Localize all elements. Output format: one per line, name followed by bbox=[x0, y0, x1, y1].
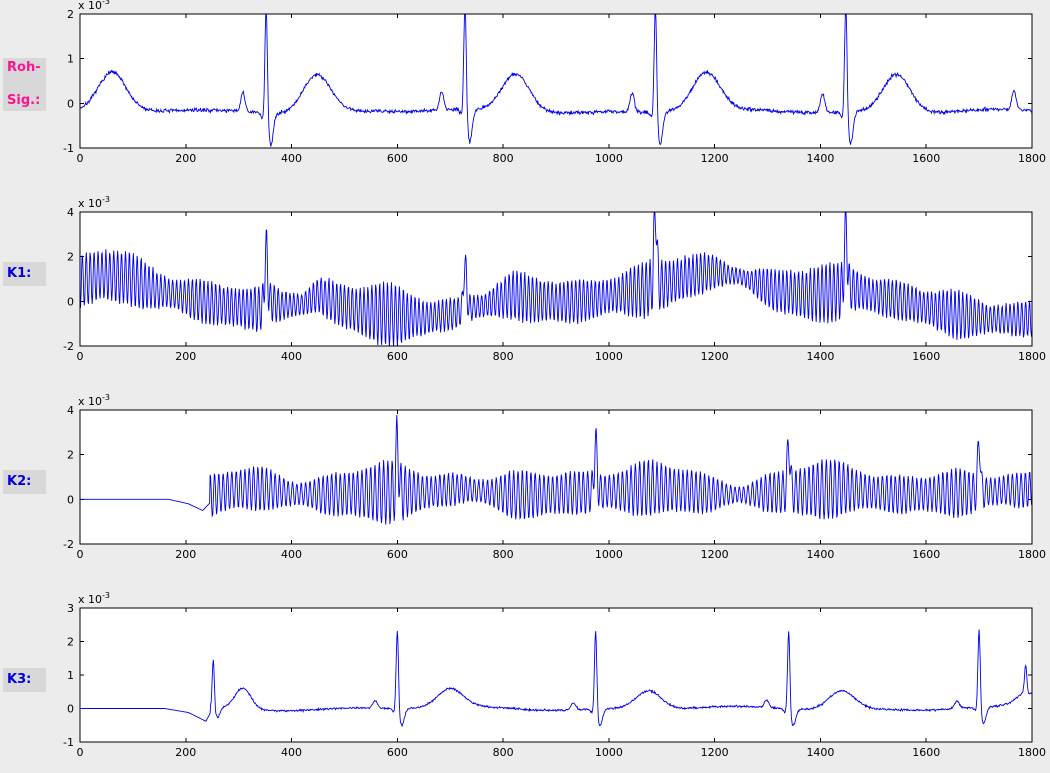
y-axis-exponent: x 10-3 bbox=[78, 393, 110, 408]
x-tick-label: 1600 bbox=[912, 548, 940, 561]
y-tick-label: 0 bbox=[67, 295, 74, 308]
x-tick-label: 600 bbox=[387, 746, 408, 759]
signal-trace-k2 bbox=[80, 414, 1032, 525]
x-tick-label: 1000 bbox=[595, 350, 623, 363]
x-tick-label: 600 bbox=[387, 350, 408, 363]
x-tick-label: 1000 bbox=[595, 548, 623, 561]
x-tick-label: 1200 bbox=[701, 548, 729, 561]
y-tick-label: 0 bbox=[67, 493, 74, 506]
y-tick-label: -1 bbox=[63, 142, 74, 155]
x-tick-label: 1000 bbox=[595, 152, 623, 165]
plot-rohsig: 0 200 400 600 800 1000 1200 1400 1600 1800-1012x … bbox=[63, 0, 1046, 165]
x-tick-label: 1600 bbox=[912, 746, 940, 759]
x-tick-label: 400 bbox=[281, 746, 302, 759]
axes-background bbox=[80, 608, 1032, 742]
x-tick-label: 400 bbox=[281, 350, 302, 363]
x-tick-label: 600 bbox=[387, 152, 408, 165]
x-tick-label: 800 bbox=[493, 746, 514, 759]
plot-k3: 0 200 400 600 800 1000 1200 1400 1600 1800-10123x… bbox=[63, 591, 1046, 759]
x-tick-label: 1400 bbox=[806, 152, 834, 165]
x-tick-label: 200 bbox=[175, 152, 196, 165]
x-tick-label: 1800 bbox=[1018, 548, 1046, 561]
axes-frame bbox=[79, 211, 1033, 347]
x-tick-label: 0 bbox=[77, 548, 84, 561]
y-tick-label: 2 bbox=[67, 636, 74, 649]
x-tick-label: 1600 bbox=[912, 152, 940, 165]
y-tick-label: 4 bbox=[67, 206, 74, 219]
x-tick-label: 1400 bbox=[806, 746, 834, 759]
y-tick-label: 1 bbox=[67, 669, 74, 682]
signal-trace-rohsig bbox=[80, 14, 1032, 147]
x-tick-label: 200 bbox=[175, 350, 196, 363]
x-tick-label: 0 bbox=[77, 350, 84, 363]
axes-background bbox=[80, 410, 1032, 544]
x-tick-label: 1200 bbox=[701, 152, 729, 165]
y-tick-label: 2 bbox=[67, 449, 74, 462]
y-axis-exponent: x 10-3 bbox=[78, 591, 110, 606]
y-tick-label: 0 bbox=[67, 703, 74, 716]
signal-label-line: Roh- bbox=[7, 60, 41, 75]
x-tick-label: 800 bbox=[493, 548, 514, 561]
y-tick-label: 0 bbox=[67, 97, 74, 110]
signal-label-line: K3: bbox=[7, 672, 32, 687]
x-tick-label: 1800 bbox=[1018, 152, 1046, 165]
y-axis-exponent: x 10-3 bbox=[78, 0, 110, 12]
signal-label-line: Sig.: bbox=[7, 93, 41, 108]
x-tick-label: 400 bbox=[281, 548, 302, 561]
y-tick-label: 3 bbox=[67, 602, 74, 615]
signal-label-rohsig: Roh- Sig.: bbox=[3, 58, 46, 111]
axes-background bbox=[80, 212, 1032, 346]
x-tick-label: 200 bbox=[175, 548, 196, 561]
x-tick-label: 1200 bbox=[701, 350, 729, 363]
x-tick-label: 1800 bbox=[1018, 746, 1046, 759]
x-tick-label: 1200 bbox=[701, 746, 729, 759]
signal-label-k2: K2: bbox=[3, 470, 46, 494]
plot-k1: 0 200 400 600 800 1000 1200 1400 1600 1800-2024x … bbox=[63, 195, 1046, 363]
signal-trace-k1 bbox=[80, 212, 1032, 346]
y-tick-label: 4 bbox=[67, 404, 74, 417]
axes-background bbox=[80, 14, 1032, 148]
x-tick-label: 200 bbox=[175, 746, 196, 759]
plot-k2: 0 200 400 600 800 1000 1200 1400 1600 1800-2024x … bbox=[63, 393, 1046, 561]
y-axis-exponent: x 10-3 bbox=[78, 195, 110, 210]
x-tick-label: 600 bbox=[387, 548, 408, 561]
x-tick-label: 1400 bbox=[806, 350, 834, 363]
x-tick-label: 1000 bbox=[595, 746, 623, 759]
x-tick-label: 800 bbox=[493, 152, 514, 165]
signal-label-k1: K1: bbox=[3, 262, 46, 286]
y-tick-label: 2 bbox=[67, 8, 74, 21]
x-tick-label: 0 bbox=[77, 746, 84, 759]
signal-label-line: K1: bbox=[7, 266, 32, 281]
axes-frame bbox=[79, 409, 1033, 545]
signal-label-line: K2: bbox=[7, 474, 32, 489]
y-tick-label: -1 bbox=[63, 736, 74, 749]
y-tick-label: 1 bbox=[67, 53, 74, 66]
x-tick-label: 0 bbox=[77, 152, 84, 165]
signal-label-k3: K3: bbox=[3, 668, 46, 692]
x-tick-label: 1400 bbox=[806, 548, 834, 561]
y-tick-label: 2 bbox=[67, 251, 74, 264]
y-tick-label: -2 bbox=[63, 340, 74, 353]
y-tick-label: -2 bbox=[63, 538, 74, 551]
x-tick-label: 1800 bbox=[1018, 350, 1046, 363]
signal-trace-k3 bbox=[80, 629, 1032, 728]
x-tick-label: 400 bbox=[281, 152, 302, 165]
x-tick-label: 1600 bbox=[912, 350, 940, 363]
axes-frame bbox=[79, 607, 1033, 743]
axes-frame bbox=[79, 13, 1033, 149]
x-tick-label: 800 bbox=[493, 350, 514, 363]
